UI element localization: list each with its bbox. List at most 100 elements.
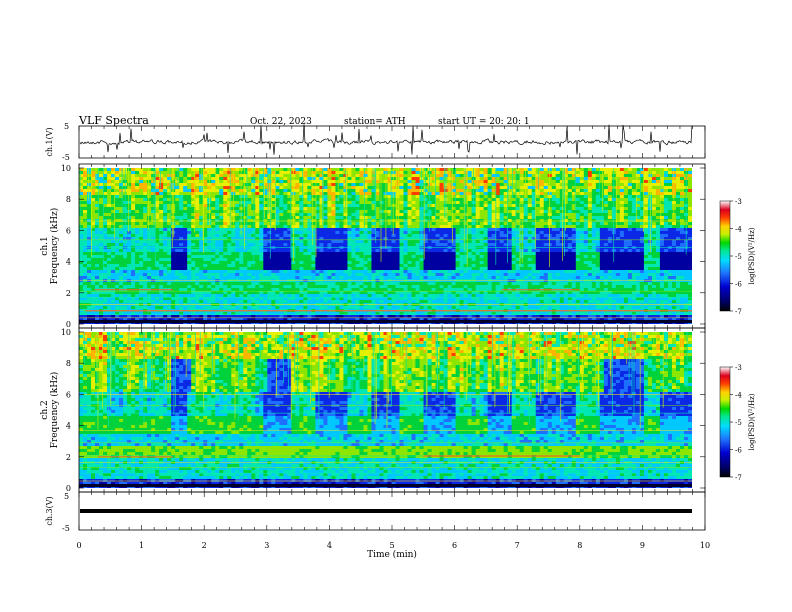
spectrogram-cell: [387, 231, 392, 235]
spectrogram-cell: [439, 249, 444, 253]
spectrogram-cell: [339, 222, 344, 226]
spectrogram-cell: [223, 207, 228, 211]
spectrogram-cell: [583, 180, 589, 184]
spectrogram-cell: [607, 177, 613, 181]
spectrogram-cell: [435, 255, 440, 259]
spectrogram-cell: [335, 213, 340, 217]
spectrogram-cell: [679, 249, 685, 253]
spectrogram-cell: [599, 231, 605, 235]
spectrogram-cell: [247, 183, 252, 187]
spectrogram-cell: [287, 168, 292, 172]
spectrogram-cell: [551, 216, 557, 220]
spectrogram-cell: [191, 195, 196, 199]
spectrogram-cell: [115, 180, 120, 184]
spectrogram-cell: [235, 198, 240, 202]
spectrogram-cell: [539, 222, 545, 226]
spectrogram-cell: [311, 243, 316, 247]
spectrogram-cell: [163, 243, 168, 247]
spectrogram-cell: [487, 216, 492, 220]
spectrogram-cell: [495, 201, 500, 205]
spectrogram-cell: [319, 252, 324, 256]
spectrogram-cell: [559, 210, 565, 214]
spectrogram-cell: [155, 252, 160, 256]
spectrogram-cell: [503, 204, 508, 208]
spectrogram-cell: [107, 231, 112, 235]
spectrogram-cell: [159, 225, 164, 229]
spectrogram-cell: [567, 240, 573, 244]
spectrogram-cell: [151, 198, 156, 202]
spectrogram-cell: [283, 216, 288, 220]
spectrogram-cell: [283, 198, 288, 202]
spectrogram-cell: [107, 255, 112, 259]
spectrogram-cell: [271, 234, 276, 238]
spectrogram-cell: [387, 216, 392, 220]
spectrogram-cell: [515, 186, 521, 190]
spectrogram-cell: [663, 240, 669, 244]
spectrogram-cell: [603, 261, 609, 265]
spectrogram-cell: [475, 189, 480, 193]
spectrogram-cell: [167, 240, 172, 244]
spectrogram-cell: [199, 231, 204, 235]
spectrogram-cell: [163, 198, 168, 202]
spectrogram-cell: [619, 225, 625, 229]
spectrogram-cell: [163, 183, 168, 187]
spectrogram-cell: [343, 228, 348, 232]
spectrogram-cell: [383, 258, 388, 262]
spectrogram-cell: [399, 213, 404, 217]
spectrogram-cell: [435, 201, 440, 205]
spectrogram-cell: [219, 258, 224, 262]
spectrogram-cell: [463, 240, 468, 244]
spectrogram-cell: [599, 261, 605, 265]
spectrogram-cell: [219, 234, 224, 238]
spectrogram-cell: [479, 222, 484, 226]
spectrogram-cell: [379, 192, 384, 196]
spectrogram-cell: [619, 189, 625, 193]
spectrogram-cell: [571, 261, 577, 265]
spectrogram-cell: [623, 186, 629, 190]
spectrogram-cell: [659, 216, 665, 220]
spectrogram-cell: [255, 210, 260, 214]
spectrogram-cell: [407, 237, 412, 241]
spectrogram-cell: [415, 207, 420, 211]
spectrogram-cell: [487, 207, 492, 211]
spectrogram-cell: [163, 258, 168, 262]
spectrogram-cell: [435, 183, 440, 187]
spectrogram-cell: [499, 213, 504, 217]
spectrogram-cell: [335, 234, 340, 238]
spectrogram-cell: [431, 210, 436, 214]
spectrogram-cell: [435, 186, 440, 190]
spectrogram-cell: [435, 195, 440, 199]
spectrogram-cell: [619, 231, 625, 235]
spectrogram-cell: [247, 222, 252, 226]
spectrogram-cell: [283, 240, 288, 244]
spectrogram-cell: [663, 174, 669, 178]
spectrogram-cell: [639, 180, 645, 184]
spectrogram-cell: [235, 204, 240, 208]
spectrogram-cell: [299, 192, 304, 196]
spectrogram-cell: [527, 168, 533, 172]
spectrogram-cell: [175, 168, 180, 172]
spectrogram-cell: [251, 189, 256, 193]
spectrogram-cell: [99, 237, 104, 241]
spectrogram-cell: [539, 249, 545, 253]
spectrogram-cell: [135, 216, 140, 220]
spectrogram-cell: [583, 183, 589, 187]
spectrogram-cell: [643, 198, 649, 202]
spectrogram-cell: [211, 222, 216, 226]
spectrogram-cell: [231, 240, 236, 244]
spectrogram-cell: [419, 258, 424, 262]
spectrogram-cell: [619, 204, 625, 208]
spectrogram-cell: [91, 183, 96, 187]
spectrogram-cell: [227, 243, 232, 247]
spectrogram-cell: [463, 213, 468, 217]
spectrogram-cell: [635, 180, 641, 184]
spectrogram-cell: [191, 210, 196, 214]
spectrogram-cell: [299, 168, 304, 172]
spectrogram-cell: [555, 204, 561, 208]
spectrogram-cell: [423, 228, 428, 232]
spectrogram-cell: [591, 231, 597, 235]
spectrogram-cell: [331, 198, 336, 202]
spectrogram-cell: [159, 258, 164, 262]
spectrogram-cell: [559, 234, 565, 238]
spectrogram-cell: [479, 207, 484, 211]
